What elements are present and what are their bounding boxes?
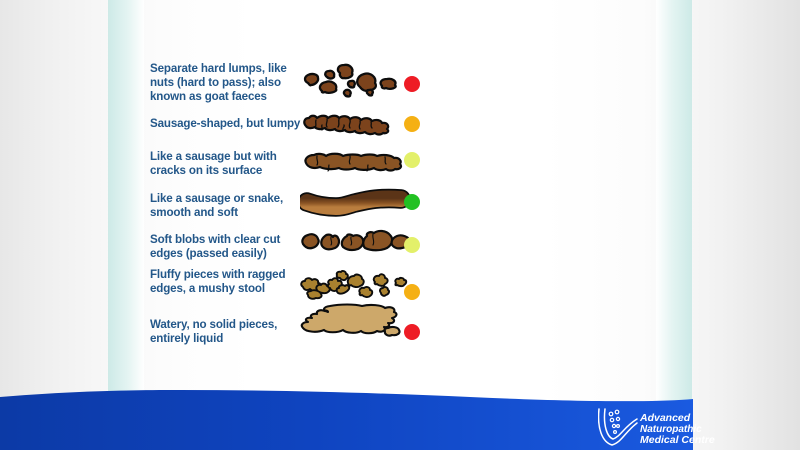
svg-text:Medical Centre: Medical Centre [640, 434, 715, 446]
svg-text:Advanced: Advanced [639, 412, 691, 424]
